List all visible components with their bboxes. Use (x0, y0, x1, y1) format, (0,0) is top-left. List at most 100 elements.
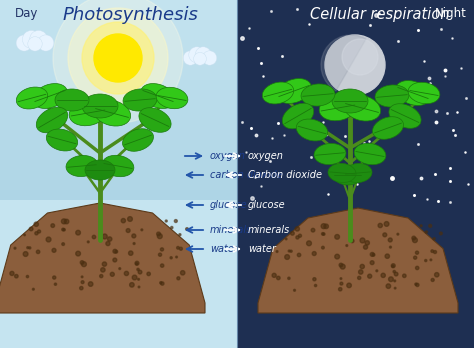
Circle shape (433, 238, 435, 240)
Bar (0, 100, 237, 110)
Circle shape (338, 287, 342, 291)
Circle shape (15, 275, 18, 278)
Circle shape (26, 275, 28, 278)
Circle shape (108, 237, 112, 241)
Text: Cellular respiration: Cellular respiration (310, 8, 450, 23)
Bar (0, 90, 237, 100)
Ellipse shape (332, 89, 368, 113)
Circle shape (62, 219, 66, 224)
Circle shape (335, 235, 339, 239)
Circle shape (174, 220, 177, 222)
Circle shape (299, 234, 301, 237)
Circle shape (412, 238, 418, 243)
Circle shape (378, 223, 383, 228)
Ellipse shape (408, 82, 440, 104)
Circle shape (314, 284, 317, 287)
Circle shape (439, 232, 442, 235)
Circle shape (321, 246, 324, 249)
Circle shape (402, 274, 406, 278)
Circle shape (346, 245, 348, 246)
Text: glucose: glucose (248, 200, 286, 210)
Circle shape (62, 243, 64, 245)
Text: minerals: minerals (248, 225, 290, 235)
Circle shape (29, 247, 31, 249)
Circle shape (102, 262, 107, 266)
Circle shape (80, 261, 84, 264)
Circle shape (293, 289, 295, 291)
Circle shape (430, 259, 432, 261)
Ellipse shape (123, 89, 157, 111)
Circle shape (133, 243, 135, 245)
Circle shape (16, 35, 32, 51)
Circle shape (132, 234, 136, 238)
Circle shape (113, 258, 117, 262)
Bar (0, 20, 237, 30)
Circle shape (360, 264, 365, 269)
Ellipse shape (141, 84, 175, 109)
Circle shape (80, 286, 83, 290)
Circle shape (115, 250, 118, 253)
Circle shape (415, 251, 419, 254)
Circle shape (177, 246, 179, 249)
Circle shape (358, 270, 363, 274)
Ellipse shape (328, 164, 356, 183)
Bar (0, 10, 237, 20)
Ellipse shape (344, 164, 372, 183)
Circle shape (288, 277, 290, 279)
Text: minerals: minerals (210, 225, 252, 235)
Circle shape (160, 282, 162, 284)
Circle shape (321, 232, 324, 235)
Circle shape (36, 250, 40, 254)
Ellipse shape (55, 89, 89, 111)
Circle shape (312, 252, 316, 255)
Circle shape (285, 238, 287, 240)
Bar (0, 180, 237, 190)
Bar (0, 120, 237, 130)
Circle shape (385, 254, 390, 259)
Circle shape (340, 282, 343, 285)
Circle shape (397, 233, 399, 235)
Circle shape (138, 270, 142, 274)
Circle shape (81, 276, 83, 278)
Circle shape (394, 287, 396, 289)
Circle shape (415, 283, 417, 285)
Bar (0, 60, 237, 70)
Ellipse shape (375, 85, 409, 107)
Text: glucose: glucose (210, 200, 247, 210)
Circle shape (416, 283, 419, 286)
Circle shape (339, 263, 343, 267)
Circle shape (147, 272, 150, 276)
Ellipse shape (156, 87, 188, 109)
Circle shape (32, 288, 34, 290)
Circle shape (100, 268, 105, 272)
Circle shape (119, 268, 121, 270)
Circle shape (389, 277, 393, 282)
Circle shape (313, 278, 316, 281)
Circle shape (324, 224, 328, 229)
Circle shape (297, 253, 301, 257)
Circle shape (94, 34, 142, 82)
Bar (0, 130, 237, 140)
Circle shape (357, 276, 361, 279)
Circle shape (55, 283, 56, 285)
Circle shape (29, 227, 33, 231)
Bar (0, 170, 237, 180)
Circle shape (158, 253, 162, 256)
Circle shape (34, 222, 38, 227)
Circle shape (376, 270, 378, 272)
Circle shape (128, 217, 132, 221)
Circle shape (372, 253, 375, 256)
Circle shape (35, 232, 38, 235)
Circle shape (325, 35, 385, 95)
Bar (0, 30, 237, 40)
Ellipse shape (33, 84, 67, 109)
Circle shape (68, 8, 168, 108)
Circle shape (102, 234, 107, 239)
Circle shape (391, 264, 395, 268)
Circle shape (347, 283, 351, 288)
Circle shape (431, 250, 434, 253)
Circle shape (434, 251, 437, 254)
Circle shape (88, 282, 93, 286)
Circle shape (181, 271, 185, 275)
Text: Photosynthesis: Photosynthesis (62, 6, 198, 24)
